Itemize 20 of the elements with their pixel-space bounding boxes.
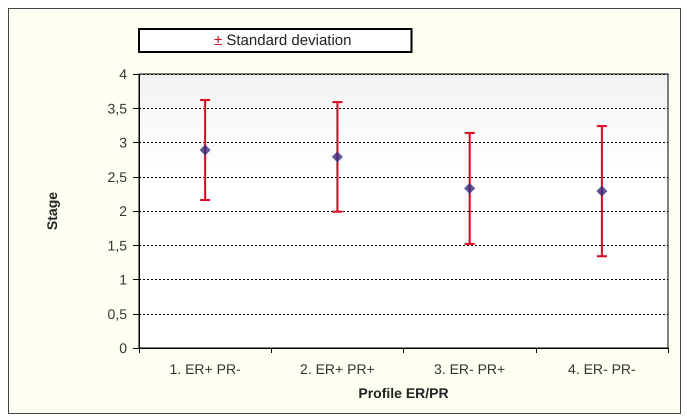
x-tick-label: 3. ER- PR+ bbox=[434, 361, 506, 377]
y-tick-label: 3,5 bbox=[108, 100, 128, 116]
point bbox=[200, 144, 211, 156]
y-tick-label: 0 bbox=[119, 340, 128, 356]
y-tick-label: 1,5 bbox=[108, 237, 128, 254]
x-tick-label: 4. ER- PR- bbox=[568, 361, 636, 377]
y-tick-label: 4 bbox=[119, 66, 128, 82]
point bbox=[596, 186, 608, 197]
x-tick-label: 2. ER+ PR+ bbox=[300, 361, 375, 377]
point bbox=[332, 151, 343, 162]
y-tick-label: 0,5 bbox=[108, 306, 128, 322]
y-tick-label: 1 bbox=[119, 272, 128, 288]
point bbox=[464, 182, 476, 194]
y-tick-label: 3 bbox=[119, 134, 128, 150]
x-axis-title: Profile ER/PR bbox=[358, 385, 449, 401]
text: ± Standard deviation bbox=[214, 32, 352, 49]
y-axis-title: Stage bbox=[44, 192, 60, 230]
y-tick-label: 2 bbox=[119, 203, 128, 219]
y-tick-label: 2,5 bbox=[108, 168, 128, 185]
x-tick-label: 1. ER+ PR- bbox=[170, 361, 242, 377]
